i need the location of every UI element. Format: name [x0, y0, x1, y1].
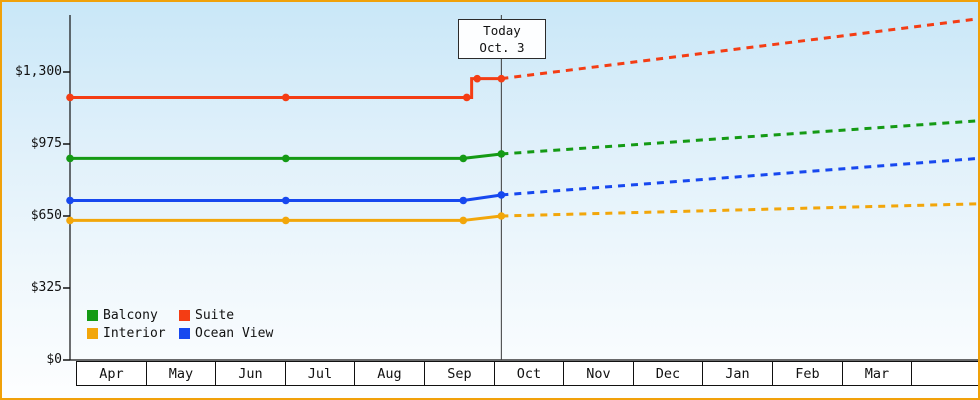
- legend-swatch-icon: [179, 310, 190, 321]
- month-cell-sep: Sep: [424, 361, 495, 386]
- legend-label: Interior: [103, 326, 166, 341]
- month-cell-oct: Oct: [494, 361, 564, 386]
- data-point-marker: [66, 93, 74, 102]
- month-cell-jul: Jul: [285, 361, 355, 386]
- data-point-marker: [459, 154, 468, 163]
- month-cell-partial: [911, 361, 978, 386]
- data-point-marker: [473, 74, 482, 83]
- month-cell-dec: Dec: [633, 361, 703, 386]
- data-point-marker: [497, 212, 506, 220]
- data-point-marker: [497, 150, 506, 158]
- data-point-marker: [282, 93, 290, 102]
- legend-label: Balcony: [103, 308, 158, 323]
- data-point-marker: [497, 191, 506, 199]
- y-tick-label: $0: [46, 352, 62, 367]
- data-point-marker: [66, 216, 74, 225]
- data-point-marker: [66, 154, 74, 163]
- y-tick-label: $975: [30, 136, 62, 151]
- legend-swatch-icon: [179, 328, 190, 339]
- legend-item-suite: Suite: [179, 308, 273, 323]
- month-cell-jun: Jun: [215, 361, 286, 386]
- month-cell-nov: Nov: [563, 361, 634, 386]
- data-point-marker: [282, 216, 290, 225]
- month-cell-may: May: [146, 361, 216, 386]
- legend-swatch-icon: [87, 310, 98, 321]
- data-point-marker: [497, 74, 506, 83]
- month-cell-jan: Jan: [702, 361, 773, 386]
- y-tick-label: $325: [30, 280, 62, 295]
- month-cell-mar: Mar: [842, 361, 912, 386]
- month-cell-aug: Aug: [354, 361, 425, 386]
- legend-swatch-icon: [87, 328, 98, 339]
- series-history-interior: [70, 214, 502, 222]
- today-label-line1: Today: [483, 23, 521, 38]
- legend-item-ocean-view: Ocean View: [179, 326, 273, 341]
- data-point-marker: [282, 154, 290, 163]
- series-projection-balcony: [501, 119, 978, 156]
- data-point-marker: [66, 196, 74, 205]
- data-point-marker: [459, 216, 468, 225]
- legend-item-balcony: Balcony: [87, 308, 179, 323]
- series-history-suite: [70, 77, 502, 99]
- y-tick-label: $650: [30, 208, 62, 223]
- series-projection-suite: [501, 17, 978, 81]
- series-projection-ocean-view: [501, 156, 978, 197]
- data-point-marker: [462, 93, 471, 102]
- month-cell-apr: Apr: [76, 361, 147, 386]
- today-label-box: Today Oct. 3: [458, 19, 546, 59]
- series-history-ocean-view: [70, 193, 502, 202]
- chart-legend: Balcony Suite Interior Ocean View: [87, 308, 273, 341]
- legend-label: Suite: [195, 308, 235, 323]
- month-cell-feb: Feb: [772, 361, 843, 386]
- legend-label: Ocean View: [195, 326, 274, 341]
- series-history-balcony: [70, 152, 502, 160]
- data-point-marker: [459, 196, 468, 205]
- data-point-marker: [282, 196, 290, 205]
- y-tick-label: $1,300: [15, 64, 62, 79]
- today-label-line2: Oct. 3: [479, 40, 525, 55]
- series-projection-interior: [501, 202, 978, 218]
- legend-item-interior: Interior: [87, 326, 179, 341]
